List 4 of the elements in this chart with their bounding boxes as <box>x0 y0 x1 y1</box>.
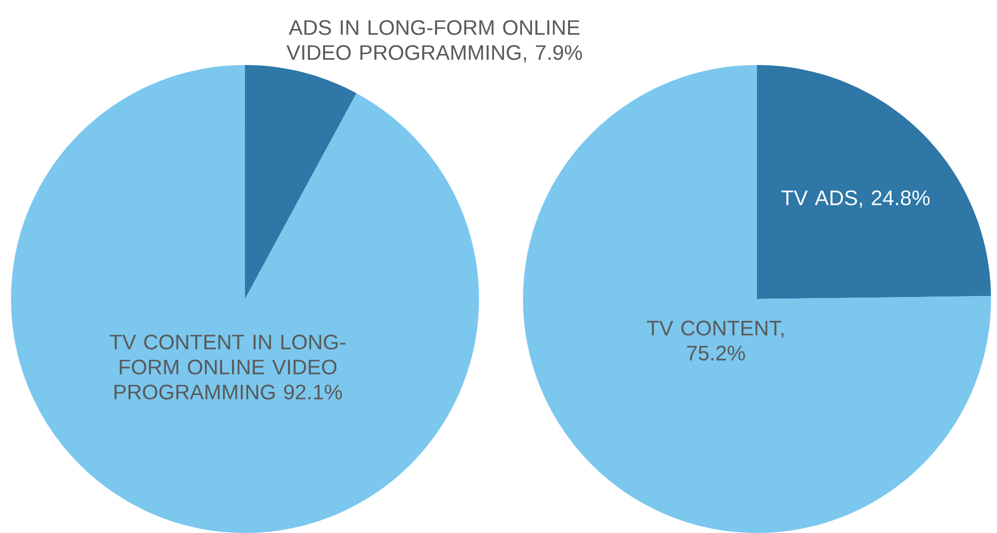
slice-label: TV CONTENT IN LONG-FORM ONLINE VIDEO PROGRAMMING 92.1% <box>110 334 346 400</box>
slice-label: ADS IN LONG-FORM ONLINE VIDEO PROGRAMMING, 7.9% <box>286 20 582 62</box>
slice-label: TV ADS, 24.8% <box>781 190 930 208</box>
slice-label: TV CONTENT, 75.2% <box>646 320 784 361</box>
